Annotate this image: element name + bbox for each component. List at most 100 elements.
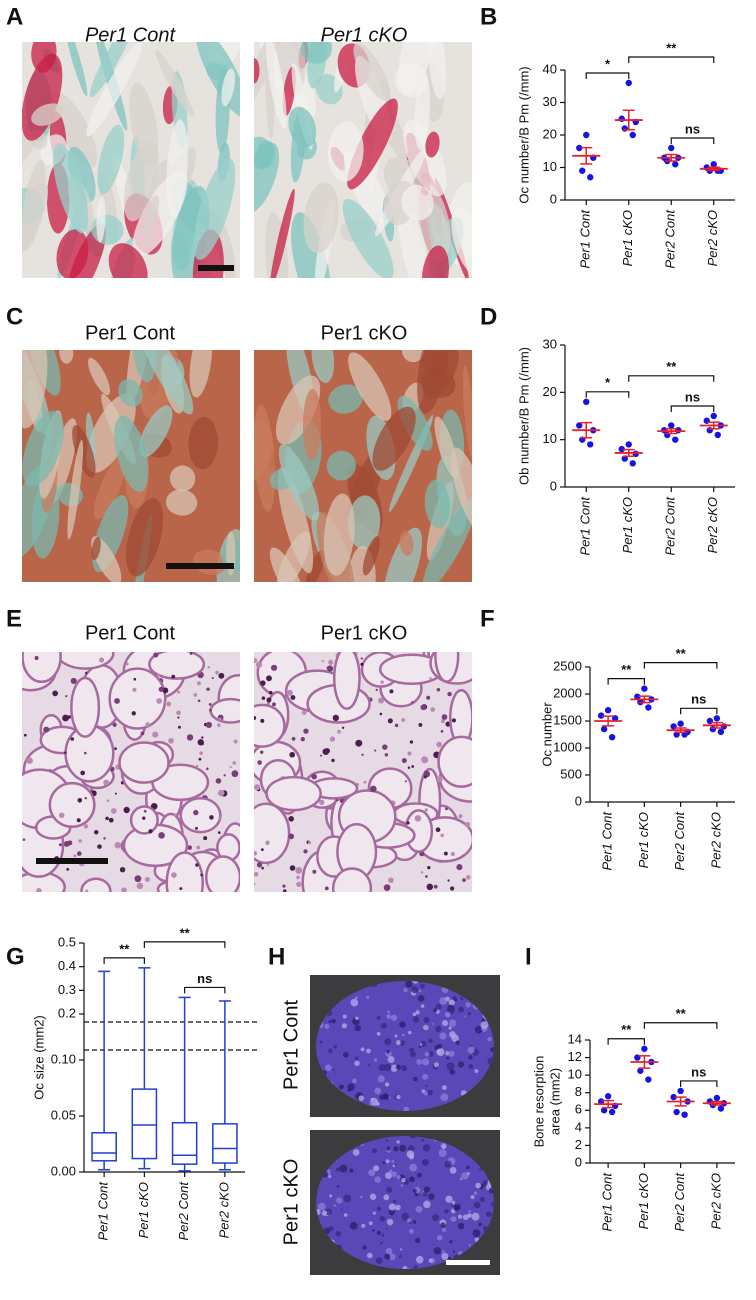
y-tick-label: 10 <box>543 159 557 174</box>
texture <box>205 721 212 728</box>
texture <box>360 1047 365 1052</box>
y-tick-label: 6 <box>575 1102 582 1117</box>
texture <box>106 799 110 802</box>
texture <box>444 1011 451 1018</box>
significance-label: ** <box>666 40 677 55</box>
texture <box>108 817 114 823</box>
texture <box>67 840 73 846</box>
texture <box>254 851 258 856</box>
y-tick-label: 0.00 <box>51 1163 76 1178</box>
texture <box>283 889 287 892</box>
texture <box>391 1171 397 1177</box>
image-label: Per1 cKO <box>321 622 408 644</box>
texture <box>178 725 181 729</box>
texture <box>278 444 320 521</box>
image-label: Per1 cKO <box>321 322 408 344</box>
data-point <box>672 436 679 443</box>
texture <box>148 652 206 680</box>
y-tick-label: 0.05 <box>51 1107 76 1122</box>
texture <box>375 1257 383 1264</box>
texture <box>441 1020 449 1027</box>
texture <box>300 42 333 64</box>
texture <box>376 1206 382 1212</box>
significance-label: ** <box>676 1006 687 1021</box>
texture <box>67 715 71 719</box>
texture <box>475 1182 482 1189</box>
texture <box>320 754 323 757</box>
texture <box>413 1265 419 1269</box>
texture <box>288 833 295 840</box>
texture <box>354 1024 361 1032</box>
texture <box>328 659 334 665</box>
y-axis-label: Oc number/B Pm (/mm) <box>516 66 531 203</box>
texture <box>414 815 422 822</box>
y-axis-label: Ob number/B Pm (/mm) <box>516 347 531 485</box>
texture <box>473 1201 481 1209</box>
micrograph <box>254 42 472 278</box>
error-bar <box>638 695 651 704</box>
data-point <box>625 441 632 448</box>
texture <box>441 1227 447 1233</box>
texture <box>72 424 96 478</box>
texture <box>427 1089 433 1096</box>
texture <box>195 826 198 830</box>
micrograph <box>254 652 472 892</box>
texture <box>303 728 309 734</box>
texture <box>367 1063 371 1067</box>
texture <box>485 1211 492 1218</box>
y-tick-label: 0 <box>550 191 557 206</box>
texture <box>269 188 295 278</box>
data-point <box>710 161 717 168</box>
texture <box>402 1265 408 1269</box>
texture <box>156 698 163 704</box>
texture <box>303 849 308 854</box>
texture <box>53 143 89 234</box>
texture <box>348 495 381 550</box>
texture <box>58 843 62 847</box>
texture <box>468 1243 471 1247</box>
texture <box>401 1177 406 1183</box>
texture <box>388 1253 396 1261</box>
texture <box>423 1200 431 1209</box>
texture <box>473 1191 478 1196</box>
texture <box>112 722 117 727</box>
texture <box>70 737 75 741</box>
texture <box>340 1208 343 1211</box>
micrographs <box>22 42 500 1275</box>
texture <box>186 734 194 741</box>
texture <box>296 875 300 880</box>
x-tick-label: Per2 cKO <box>708 812 723 868</box>
box <box>171 1121 198 1165</box>
texture <box>407 751 412 756</box>
y-tick-label: 14 <box>568 1031 582 1046</box>
significance-label: ** <box>666 359 677 374</box>
texture <box>448 1026 452 1030</box>
error-bar <box>602 1099 615 1109</box>
texture <box>166 701 172 707</box>
texture <box>329 1194 333 1198</box>
texture <box>282 884 286 888</box>
texture <box>425 1084 428 1088</box>
texture <box>445 996 450 1002</box>
texture <box>218 816 222 820</box>
texture <box>73 854 77 858</box>
texture <box>424 1051 430 1057</box>
texture <box>460 996 464 1001</box>
texture <box>457 1222 465 1230</box>
texture <box>368 1221 373 1226</box>
texture <box>324 886 329 891</box>
texture <box>22 410 64 487</box>
texture <box>118 379 143 407</box>
texture <box>432 1214 440 1222</box>
texture <box>379 1241 383 1245</box>
significance-bracket <box>585 391 630 398</box>
y-tick-label: 10 <box>568 1067 582 1082</box>
x-tick-label: Per1 Cont <box>578 496 593 556</box>
texture <box>437 735 472 788</box>
texture <box>401 758 407 764</box>
texture <box>217 723 221 727</box>
y-tick-label: 2 <box>575 1137 582 1152</box>
texture <box>409 1228 414 1234</box>
texture <box>31 103 64 126</box>
texture <box>290 695 296 700</box>
